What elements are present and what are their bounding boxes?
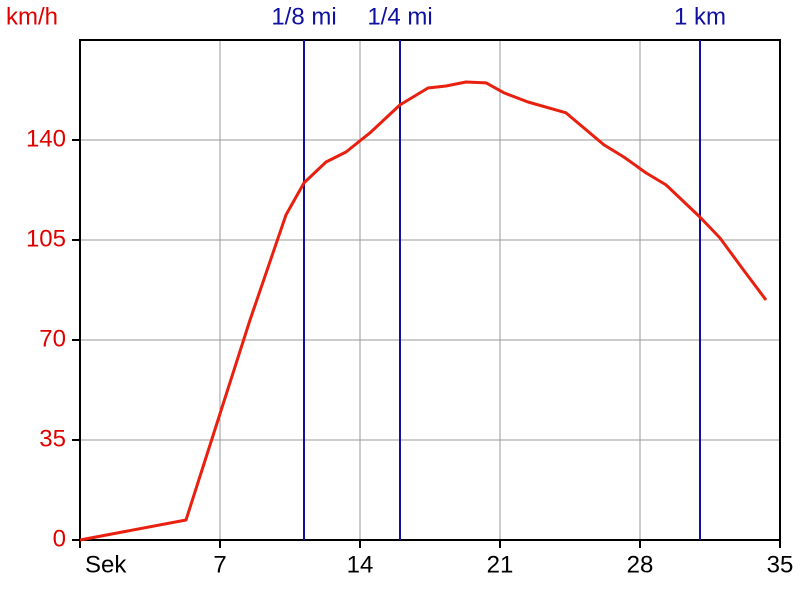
distance-marker-label: 1 km: [674, 3, 726, 30]
plot-frame: [79, 39, 781, 541]
y-axis-label: km/h: [6, 3, 58, 30]
distance-marker-label: 1/8 mi: [271, 3, 336, 30]
x-tick-label: 28: [627, 551, 654, 578]
x-tick-label: 35: [767, 551, 794, 578]
x-tick-label: Sek: [85, 551, 127, 578]
y-tick-label: 70: [39, 325, 66, 352]
y-tick-label: 0: [53, 525, 66, 552]
x-tick-label: 7: [213, 551, 226, 578]
y-tick-label: 140: [26, 125, 66, 152]
y-tick-label: 105: [26, 225, 66, 252]
y-tick-label: 35: [39, 425, 66, 452]
x-tick-label: 14: [347, 551, 374, 578]
x-tick-label: 21: [487, 551, 514, 578]
speed-line: [79, 80, 768, 542]
distance-marker-label: 1/4 mi: [367, 3, 432, 30]
